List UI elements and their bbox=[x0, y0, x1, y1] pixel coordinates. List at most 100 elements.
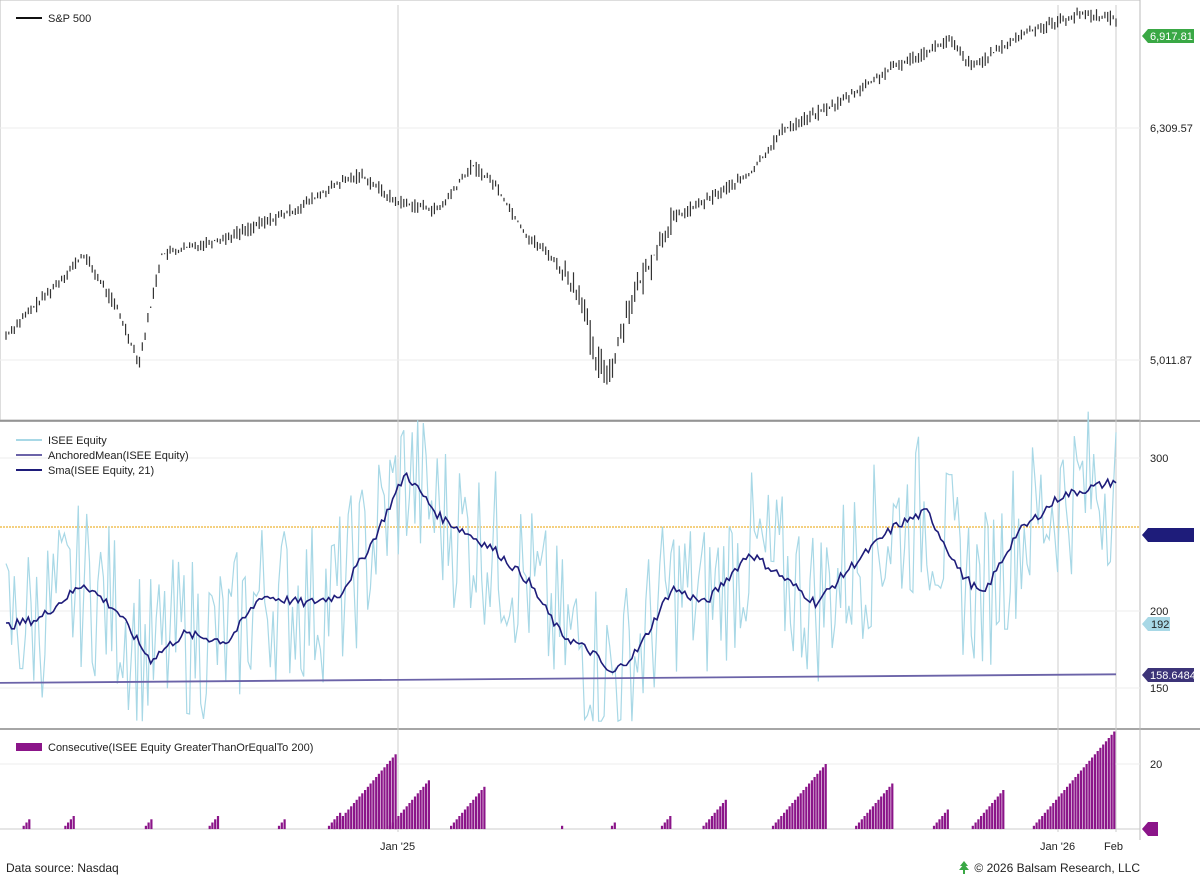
consecutive-bar bbox=[816, 773, 819, 830]
consecutive-bar bbox=[610, 825, 614, 830]
consecutive-bar bbox=[874, 803, 877, 829]
consecutive-bar bbox=[214, 819, 217, 830]
consecutive-bar bbox=[721, 803, 725, 829]
consecutive-bar bbox=[713, 812, 716, 830]
consecutive-bar bbox=[72, 816, 75, 829]
price-ohlc-bars bbox=[5, 7, 1117, 385]
consecutive-bar bbox=[69, 819, 72, 830]
consecutive-bar bbox=[386, 764, 389, 829]
consecutive-bar bbox=[1046, 809, 1049, 829]
consecutive-bar bbox=[419, 790, 422, 829]
consecutive-bar bbox=[377, 773, 380, 830]
consecutive-bar bbox=[1068, 783, 1071, 829]
consecutive-bar bbox=[613, 822, 616, 829]
xtick-jan26: Jan '26 bbox=[1040, 841, 1075, 853]
consecutive-bar bbox=[280, 822, 283, 829]
consecutive-bar bbox=[1043, 812, 1046, 830]
consecutive-bar bbox=[458, 816, 461, 829]
consecutive-bar bbox=[277, 825, 281, 830]
footer-copyright: © 2026 Balsam Research, LLC bbox=[974, 861, 1140, 875]
consecutive-bar bbox=[802, 790, 805, 829]
tag-anchored-last: 158.6484 bbox=[1142, 668, 1196, 682]
consecutive-bar bbox=[788, 806, 791, 830]
consecutive-bar bbox=[391, 822, 394, 829]
consecutive-bar bbox=[383, 767, 386, 830]
consecutive-bar bbox=[780, 816, 783, 829]
isee-line bbox=[5, 411, 1117, 723]
consecutive-bar bbox=[1035, 822, 1038, 829]
ytick-price-6309: 6,309.57 bbox=[1150, 123, 1193, 135]
consecutive-bar bbox=[397, 816, 400, 829]
consecutive-bar bbox=[427, 780, 430, 830]
consecutive-bar bbox=[857, 822, 861, 829]
consecutive-bar bbox=[369, 783, 372, 829]
consecutive-bar bbox=[1041, 816, 1044, 829]
consecutive-bar bbox=[425, 783, 428, 829]
tag-isee-ref bbox=[1142, 528, 1194, 542]
tag-price-last: 6,917.81 bbox=[1142, 29, 1194, 43]
consecutive-bar bbox=[860, 819, 863, 830]
balsam-tree-icon bbox=[959, 861, 970, 874]
consecutive-bar bbox=[375, 777, 378, 829]
consecutive-bar bbox=[388, 760, 392, 830]
consecutive-bar bbox=[469, 803, 472, 829]
consecutive-bar bbox=[1102, 744, 1105, 829]
consecutive-bar bbox=[1032, 825, 1035, 830]
sma-line bbox=[5, 471, 1117, 674]
legend-consec: Consecutive(ISEE Equity GreaterThanOrEqu… bbox=[16, 742, 313, 754]
consecutive-bar bbox=[974, 822, 977, 829]
consecutive-bar bbox=[1055, 799, 1058, 830]
consecutive-bar bbox=[1088, 760, 1091, 830]
consecutive-bar bbox=[991, 803, 994, 829]
consecutive-bar bbox=[808, 783, 811, 829]
consecutive-bar bbox=[794, 799, 797, 830]
consecutive-bar bbox=[719, 806, 722, 830]
consecutive-bar bbox=[477, 793, 480, 830]
consecutive-bar bbox=[982, 812, 985, 830]
consecutive-bar bbox=[327, 825, 331, 830]
consecutive-bar bbox=[1099, 747, 1102, 830]
consecutive-bar bbox=[824, 764, 827, 829]
consecutive-bar bbox=[705, 822, 708, 829]
consecutive-bar bbox=[938, 819, 941, 830]
anchored-mean-line bbox=[0, 673, 1117, 684]
consecutive-bar bbox=[67, 822, 70, 829]
consecutive-bar bbox=[813, 777, 816, 829]
consecutive-bar bbox=[799, 793, 802, 830]
consecutive-bar bbox=[361, 793, 364, 830]
consecutive-bar bbox=[64, 825, 67, 830]
consecutive-bar bbox=[774, 822, 777, 829]
consecutive-bar bbox=[452, 822, 455, 829]
consecutive-bar bbox=[380, 770, 383, 829]
ytick-bar-20: 20 bbox=[1150, 759, 1162, 771]
legend-price-label: S&P 500 bbox=[48, 13, 91, 25]
consecutive-bar bbox=[350, 806, 353, 830]
consecutive-bar bbox=[561, 825, 564, 830]
consecutive-bar bbox=[411, 799, 414, 830]
consecutive-bar bbox=[710, 816, 714, 829]
consecutive-bar bbox=[364, 790, 367, 829]
consecutive-bar bbox=[463, 809, 467, 829]
xtick-jan25: Jan '25 bbox=[380, 841, 415, 853]
consecutive-bar bbox=[869, 809, 872, 829]
legend-consec-label: Consecutive(ISEE Equity GreaterThanOrEqu… bbox=[48, 742, 313, 754]
xtick-feb: Feb bbox=[1104, 841, 1123, 853]
consecutive-bar bbox=[1063, 790, 1066, 829]
consecutive-bar bbox=[999, 793, 1002, 830]
consecutive-bar bbox=[716, 809, 719, 829]
consecutive-bar bbox=[1049, 806, 1052, 830]
consecutive-bar bbox=[1096, 751, 1099, 829]
consecutive-bar bbox=[935, 822, 938, 829]
consecutive-bar bbox=[422, 786, 425, 830]
consecutive-bar bbox=[819, 770, 822, 829]
consecutive-bar bbox=[1002, 790, 1005, 829]
consecutive-bar bbox=[283, 819, 286, 830]
legend-isee: ISEE Equity AnchoredMean(ISEE Equity) Sm… bbox=[16, 435, 189, 477]
consecutive-bar bbox=[400, 812, 403, 830]
consecutive-bar bbox=[347, 809, 350, 829]
consecutive-bar bbox=[1113, 731, 1116, 829]
consecutive-bar bbox=[1082, 767, 1085, 830]
tag-anchored-last-text: 158.6484 bbox=[1150, 670, 1196, 682]
consecutive-bar bbox=[480, 790, 483, 829]
